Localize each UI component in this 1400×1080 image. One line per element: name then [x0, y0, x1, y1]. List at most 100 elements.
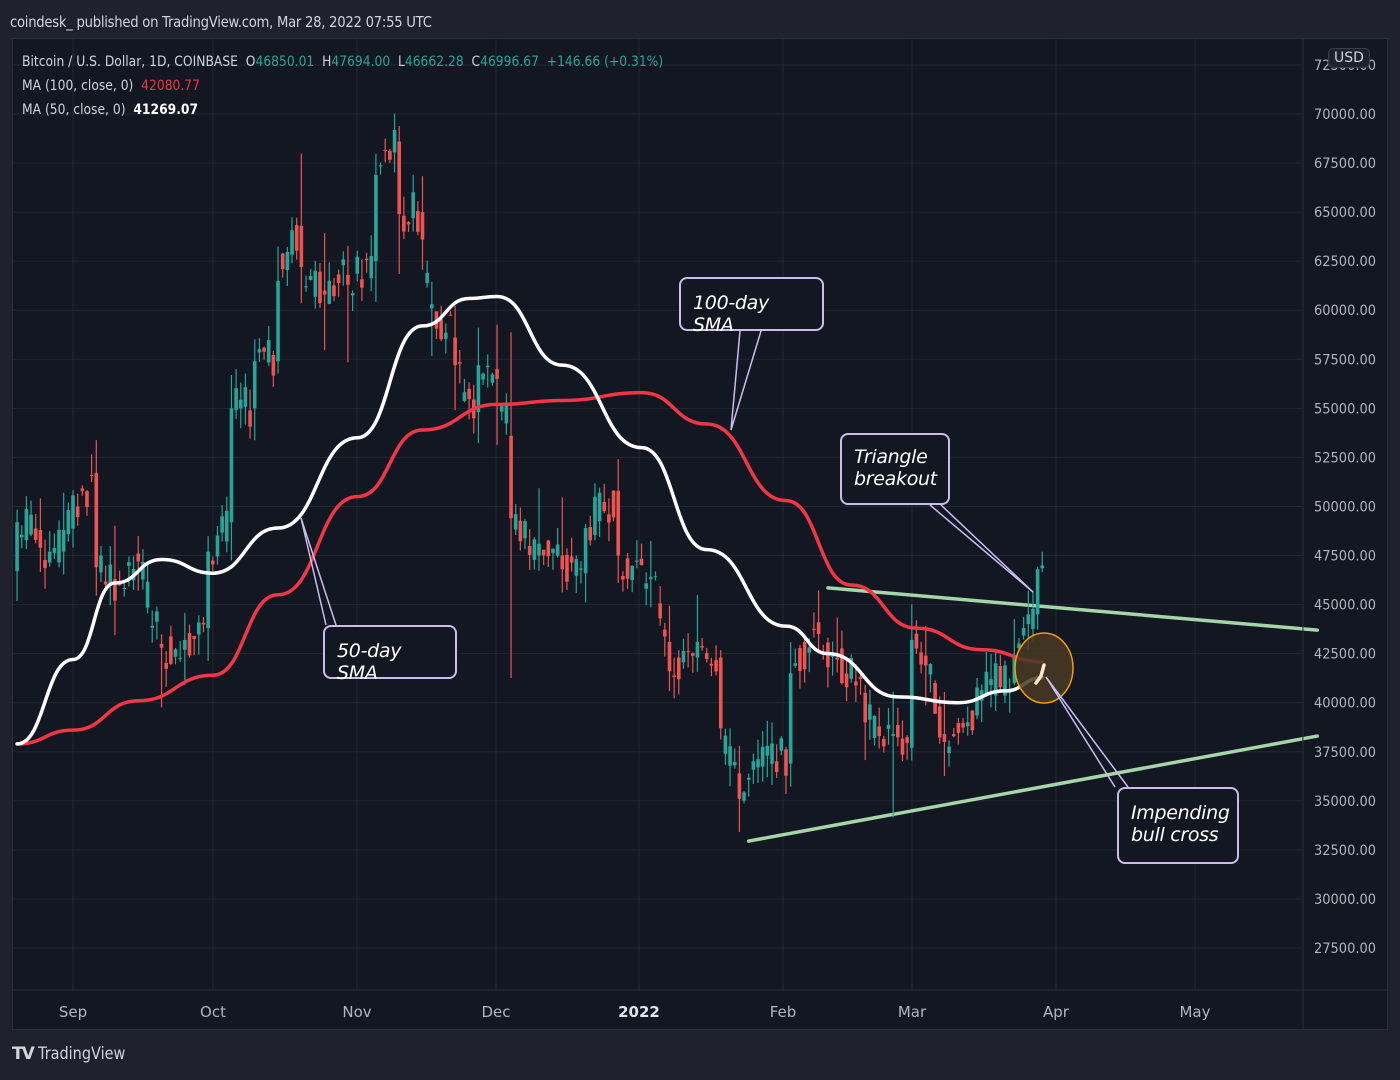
callout-text: 50-day SMA — [337, 640, 402, 684]
candle-body — [756, 759, 760, 768]
candle-body — [425, 272, 429, 284]
candle-body — [476, 365, 481, 413]
candle-body — [290, 230, 294, 255]
price-tick-label: 35000.00 — [1314, 794, 1376, 810]
candle-body — [784, 749, 788, 776]
candle-body — [527, 545, 532, 555]
candle-body — [877, 726, 881, 737]
chart-area[interactable] — [12, 38, 1388, 1030]
candle-body — [532, 539, 537, 560]
ma50-legend[interactable]: MA (50, close, 0) 41269.07 — [22, 102, 198, 118]
candle-body — [905, 737, 909, 743]
ma50-value: 41269.07 — [133, 102, 199, 118]
candle-body — [709, 663, 714, 666]
candle-body — [830, 655, 835, 657]
candle-body — [625, 558, 630, 579]
candle-body — [611, 490, 616, 518]
candle-body — [891, 734, 895, 737]
price-tick-label: 65000.00 — [1314, 205, 1376, 221]
ma100-legend[interactable]: MA (100, close, 0) 42080.77 — [22, 78, 200, 94]
candle-body — [374, 174, 378, 262]
candle-body — [75, 506, 80, 518]
candle-body — [285, 252, 290, 270]
ma50-label[interactable]: MA (50, close, 0) — [22, 102, 126, 118]
price-tick-label: 55000.00 — [1314, 401, 1376, 417]
time-tick-label: Feb — [770, 1003, 797, 1021]
candle-body — [835, 657, 840, 660]
candle-body — [630, 565, 634, 581]
tradingview-icon: TV — [12, 1044, 35, 1064]
candle-body — [71, 495, 75, 529]
candle-body — [872, 715, 877, 739]
candle-body — [1021, 627, 1026, 636]
candle-body — [294, 225, 299, 251]
candle-body — [760, 746, 765, 767]
candle-body — [444, 332, 448, 339]
candle-body — [513, 514, 518, 530]
candle-body — [765, 745, 770, 756]
candle-body — [318, 271, 322, 303]
candle-body — [504, 403, 509, 424]
tradingview-logo[interactable]: TV TradingView — [12, 1044, 140, 1064]
candle-body — [113, 579, 117, 601]
candle-body — [262, 347, 266, 352]
candle-body — [635, 560, 639, 562]
candle-body — [47, 551, 52, 563]
time-tick-label: Dec — [481, 1003, 510, 1021]
candle-body — [1026, 614, 1031, 625]
candle-body — [127, 562, 131, 566]
candle-body — [560, 555, 565, 570]
candle-body — [621, 576, 625, 580]
candle-body — [327, 280, 332, 304]
candle-body — [499, 405, 504, 412]
candle-body — [574, 559, 579, 576]
close-value: 46996.67 — [480, 54, 539, 70]
symbol-legend[interactable]: Bitcoin / U.S. Dollar, 1D, COINBASE O468… — [22, 54, 663, 70]
candle-body — [15, 522, 19, 572]
candle-body — [998, 666, 1003, 688]
candle-body — [271, 355, 276, 376]
price-tick-label: 60000.00 — [1314, 303, 1376, 319]
candle-body — [551, 548, 555, 553]
candle-body — [947, 746, 951, 754]
candle-body — [910, 639, 914, 748]
candle-body — [490, 374, 495, 383]
currency-badge[interactable]: USD — [1328, 48, 1370, 68]
high-label: H — [322, 54, 332, 70]
candle-body — [602, 502, 607, 512]
symbol-name[interactable]: Bitcoin / U.S. Dollar, 1D, COINBASE — [22, 54, 238, 70]
candle-body — [430, 304, 434, 309]
callout-text-line2: bull cross — [1131, 824, 1219, 846]
candle-body — [523, 521, 527, 539]
candle-body — [1017, 643, 1021, 649]
ma100-label[interactable]: MA (100, close, 0) — [22, 78, 134, 94]
candle-body — [350, 293, 355, 296]
candle-body — [346, 274, 350, 285]
ma100-line — [15, 390, 1045, 746]
candle-body — [518, 520, 523, 542]
trendline — [826, 586, 1319, 632]
time-tick-label: Sep — [59, 1003, 87, 1021]
candle-body — [33, 528, 38, 540]
price-tick-label: 32500.00 — [1314, 843, 1376, 859]
candle-body — [1031, 608, 1035, 629]
candle-body — [24, 508, 29, 541]
candle-body — [723, 735, 728, 754]
candle-body — [704, 653, 709, 659]
candle-body — [779, 738, 784, 751]
candle-body — [886, 724, 891, 729]
candle-body — [313, 270, 318, 297]
candle-body — [774, 761, 779, 773]
candle-body — [653, 576, 658, 578]
candle-body — [597, 492, 602, 522]
candle-body — [169, 636, 173, 664]
candle-body — [280, 253, 285, 270]
candle-body — [61, 530, 66, 552]
candle-body — [667, 641, 672, 672]
candle-body — [993, 663, 998, 696]
candle-body — [537, 543, 541, 556]
candle-body — [402, 215, 406, 232]
candle-body — [565, 554, 569, 582]
candle-body — [793, 663, 798, 666]
